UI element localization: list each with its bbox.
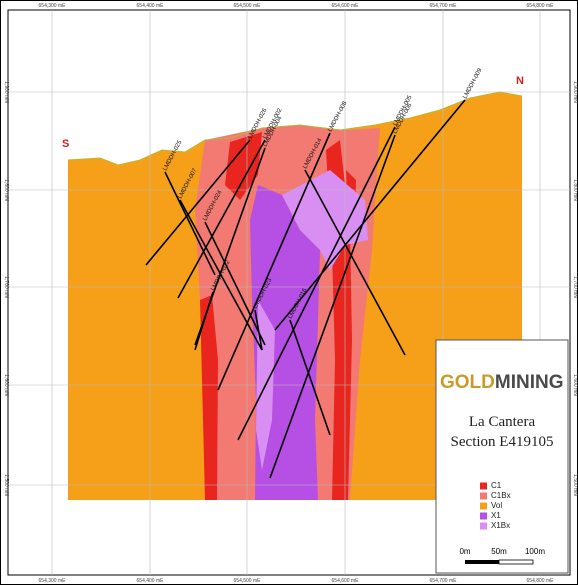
legend-swatch [480, 522, 487, 530]
easting-label: 654,600 mE [332, 578, 360, 584]
legend-label: C1Bx [491, 491, 511, 500]
drill-hole [179, 199, 263, 351]
elevation-label: 1,600 mN [572, 374, 578, 396]
easting-label: 654,800 mE [527, 578, 555, 584]
scale-segment [498, 559, 534, 565]
scale-label: 100m [525, 547, 545, 556]
scale-segment [465, 560, 499, 564]
legend-label: C1 [491, 481, 502, 490]
scale-label: 0m [459, 547, 470, 556]
legend-label: Vol [491, 501, 502, 510]
easting-label: 654,800 mE [527, 3, 555, 9]
topography [67, 91, 523, 166]
subtitle: Section E419105 [451, 434, 554, 450]
drill-hole [194, 291, 214, 351]
easting-label: 654,300 mE [39, 3, 67, 9]
drill-hole [164, 171, 216, 276]
easting-label: 654,600 mE [332, 3, 360, 9]
c1-unit [200, 295, 218, 500]
logo: GOLDMINING [440, 372, 564, 393]
easting-label: 654,300 mE [39, 578, 67, 584]
geology [67, 91, 523, 500]
elevation-label: 1,800 mN [572, 179, 578, 201]
compass-south: S [62, 138, 69, 150]
elevation-label: 1,900 mN [3, 81, 9, 103]
legend-panel [435, 339, 569, 574]
logo-mining: MINING [495, 372, 564, 393]
drill-hole [204, 221, 266, 346]
legend-swatch [480, 512, 487, 520]
scale-label: 50m [491, 547, 507, 556]
elevation-label: 1,900 mN [572, 81, 578, 103]
legend-label: X1Bx [491, 521, 510, 530]
elevation-label: 1,800 mN [3, 179, 9, 201]
elevation-label: 1,500 mN [572, 474, 578, 496]
easting-label: 654,700 mE [430, 578, 458, 584]
easting-label: 654,400 mE [137, 3, 165, 9]
elevation-label: 1,700 mN [572, 276, 578, 298]
compass-north: N [516, 75, 524, 87]
easting-label: 654,700 mE [430, 3, 458, 9]
drill-hole [217, 132, 331, 391]
drill-hole [289, 319, 331, 436]
drill-hole [145, 139, 251, 266]
drill-hole [274, 99, 466, 331]
easting-label: 654,400 mE [137, 578, 165, 584]
drill-hole [177, 139, 266, 299]
c1-unit [225, 132, 262, 200]
easting-label: 654,500 mE [234, 578, 262, 584]
legend-label: X1 [491, 511, 501, 520]
scale-bar: 0m 50m 100m [459, 547, 545, 565]
drill-hole [304, 169, 406, 356]
easting-label: 654,500 mE [234, 3, 262, 9]
logo-gold: GOLD [440, 372, 495, 393]
elevation-label: 1,500 mN [3, 474, 9, 496]
elevation-label: 1,600 mN [3, 374, 9, 396]
drill-hole [269, 134, 396, 479]
legend-swatch [480, 502, 487, 510]
title: La Cantera [469, 414, 536, 430]
legend-swatch [480, 482, 487, 490]
legend-swatch [480, 492, 487, 500]
elevation-label: 1,700 mN [3, 276, 9, 298]
drill-hole [237, 126, 396, 441]
drill-hole [254, 309, 263, 351]
